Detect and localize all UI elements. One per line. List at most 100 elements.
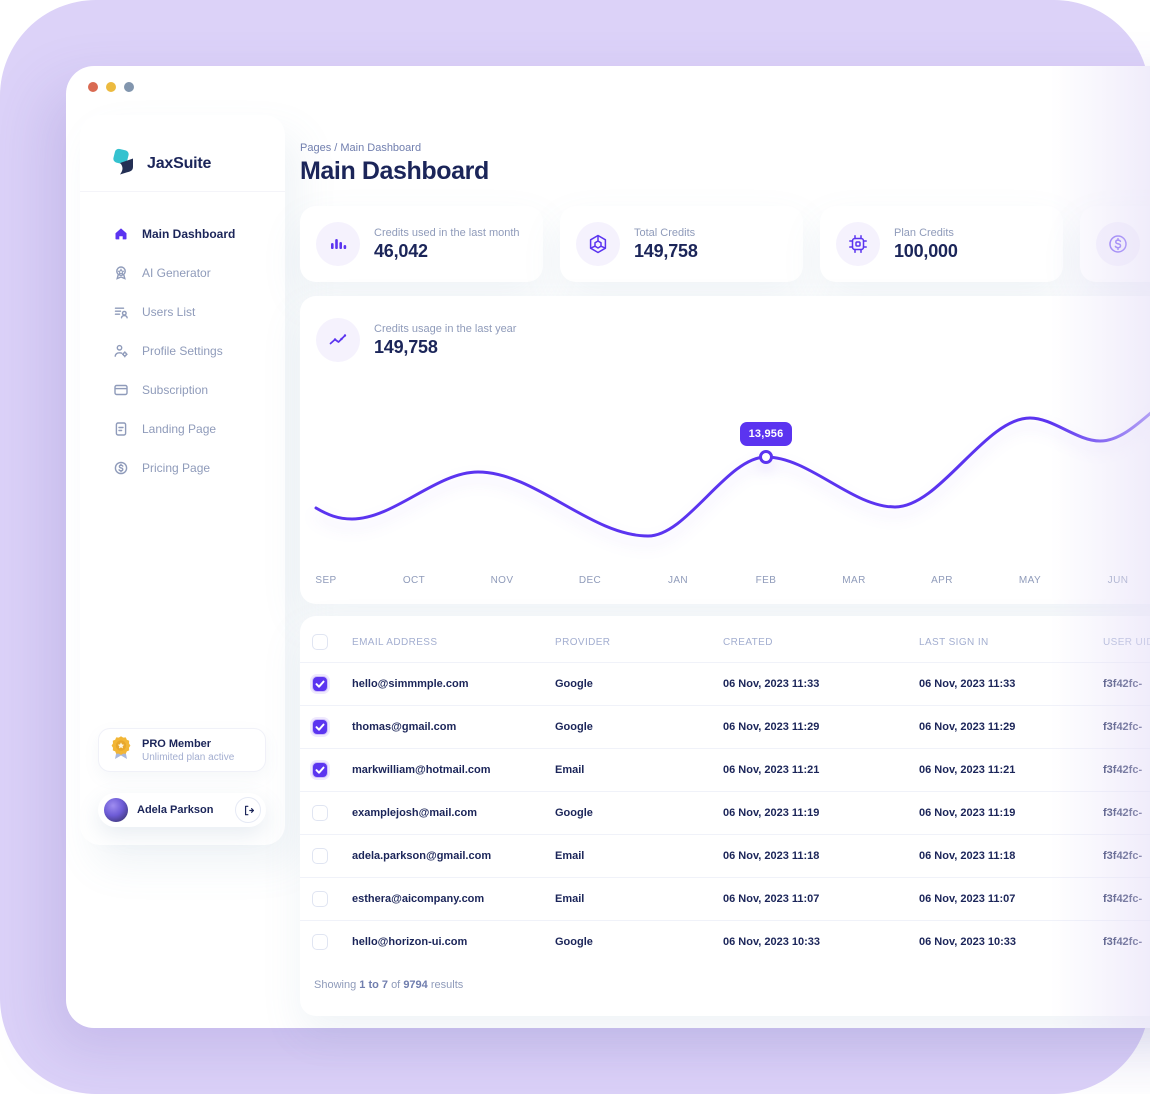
user-profile[interactable]: Adela Parkson: [98, 793, 266, 827]
cell-provider: Email: [555, 764, 585, 776]
sidebar-item-landing-page[interactable]: Landing Page: [80, 409, 285, 448]
bar-chart-icon: [316, 222, 360, 266]
cube-icon: [576, 222, 620, 266]
breadcrumb[interactable]: Pages / Main Dashboard: [300, 142, 422, 154]
chip-icon: [836, 222, 880, 266]
cell-created: 06 Nov, 2023 11:18: [723, 850, 820, 862]
cell-provider: Google: [555, 936, 593, 948]
table-row[interactable]: hello@simmmple.com Google 06 Nov, 2023 1…: [300, 662, 1150, 705]
cell-last-sign-in: 06 Nov, 2023 11:07: [919, 893, 1016, 905]
sidebar-item-label: Main Dashboard: [142, 226, 236, 241]
cell-email: thomas@gmail.com: [352, 721, 457, 733]
chart-value: 149,758: [374, 336, 438, 357]
cell-user-uid: f3f42fc-: [1103, 893, 1143, 905]
stat-card-plan-credits: Plan Credits 100,000: [820, 206, 1063, 282]
summary-text: of: [391, 979, 401, 991]
x-axis-labels: SEP OCT NOV DEC JAN FEB MAR APR MAY JUN: [282, 575, 1150, 586]
maximize-window-icon[interactable]: [124, 82, 134, 92]
user-list-icon: [113, 304, 129, 320]
cell-last-sign-in: 06 Nov, 2023 11:29: [919, 721, 1016, 733]
axis-tick: DEC: [578, 575, 602, 586]
sidebar-item-profile-settings[interactable]: Profile Settings: [80, 331, 285, 370]
logo-text: JaxSuite: [147, 155, 212, 172]
stat-value: 149,758: [634, 240, 698, 261]
sidebar-item-users-list[interactable]: Users List: [80, 292, 285, 331]
medal-icon: [113, 265, 129, 281]
row-checkbox[interactable]: [312, 762, 328, 778]
col-header-user-uid: USER UID: [1103, 636, 1150, 648]
row-checkbox[interactable]: [312, 676, 328, 692]
dollar-circle-icon: [113, 460, 129, 476]
cell-created: 06 Nov, 2023 10:33: [723, 936, 821, 948]
credits-line-series: [314, 411, 1150, 538]
axis-tick: JUN: [1107, 575, 1129, 586]
row-checkbox[interactable]: [312, 934, 328, 950]
sidebar: JaxSuite Main Dashboard AI Generator U: [80, 115, 285, 845]
summary-text: Showing: [314, 979, 357, 991]
sidebar-nav: Main Dashboard AI Generator Users List P…: [80, 192, 285, 487]
row-checkbox[interactable]: [312, 805, 328, 821]
table-header-row: EMAIL ADDRESS PROVIDER CREATED LAST SIGN…: [300, 622, 1150, 662]
axis-tick: APR: [931, 575, 953, 586]
table-row[interactable]: esthera@aicompany.com Email 06 Nov, 2023…: [300, 877, 1150, 920]
table-row[interactable]: adela.parkson@gmail.com Email 06 Nov, 20…: [300, 834, 1150, 877]
table-row[interactable]: thomas@gmail.com Google 06 Nov, 2023 11:…: [300, 705, 1150, 748]
stat-label: Plan Credits: [894, 226, 954, 239]
sidebar-item-main-dashboard[interactable]: Main Dashboard: [80, 214, 285, 253]
axis-tick: FEB: [755, 575, 777, 586]
cell-last-sign-in: 06 Nov, 2023 11:18: [919, 850, 1016, 862]
pro-member-card: PRO Member Unlimited plan active: [98, 728, 266, 772]
axis-tick: SEP: [315, 575, 337, 586]
main-content: Pages / Main Dashboard Main Dashboard Cr…: [300, 142, 1150, 1016]
stat-card-credits-used: Credits used in the last month 46,042: [300, 206, 543, 282]
cell-email: adela.parkson@gmail.com: [352, 850, 492, 862]
row-checkbox[interactable]: [312, 719, 328, 735]
logo: JaxSuite: [80, 115, 285, 187]
cell-last-sign-in: 06 Nov, 2023 11:21: [919, 764, 1016, 776]
cell-created: 06 Nov, 2023 11:21: [723, 764, 820, 776]
sidebar-item-subscription[interactable]: Subscription: [80, 370, 285, 409]
summary-range: 1 to 7: [359, 979, 388, 991]
stat-card-partial: [1080, 206, 1150, 282]
avatar: [104, 798, 128, 822]
table-row[interactable]: hello@horizon-ui.com Google 06 Nov, 2023…: [300, 920, 1150, 963]
select-all-checkbox[interactable]: [312, 634, 328, 650]
table-row[interactable]: markwilliam@hotmail.com Email 06 Nov, 20…: [300, 748, 1150, 791]
jaxsuite-logo-icon: [110, 148, 137, 181]
pro-member-subtitle: Unlimited plan active: [142, 751, 235, 763]
chart-tooltip: 13,956: [740, 422, 792, 446]
cell-user-uid: f3f42fc-: [1103, 936, 1143, 948]
cell-user-uid: f3f42fc-: [1103, 807, 1143, 819]
logout-button[interactable]: [235, 797, 261, 823]
trend-line-icon: [316, 318, 360, 362]
credit-card-icon: [113, 382, 129, 398]
cell-provider: Google: [555, 678, 593, 690]
table-row[interactable]: examplejosh@mail.com Google 06 Nov, 2023…: [300, 791, 1150, 834]
sidebar-item-label: Subscription: [142, 382, 209, 397]
stat-value: 46,042: [374, 240, 428, 261]
row-checkbox[interactable]: [312, 891, 328, 907]
sidebar-item-ai-generator[interactable]: AI Generator: [80, 253, 285, 292]
user-gear-icon: [113, 343, 129, 359]
cell-user-uid: f3f42fc-: [1103, 764, 1143, 776]
pro-member-title: PRO Member: [142, 737, 212, 750]
sidebar-divider: [80, 191, 285, 192]
col-header-provider: PROVIDER: [555, 636, 611, 648]
stat-value: 100,000: [894, 240, 958, 261]
sidebar-item-label: Profile Settings: [142, 343, 223, 358]
row-checkbox[interactable]: [312, 848, 328, 864]
app-window: JaxSuite Main Dashboard AI Generator U: [66, 66, 1150, 1028]
close-window-icon[interactable]: [88, 82, 98, 92]
axis-tick: NOV: [490, 575, 514, 586]
stat-label: Credits used in the last month: [374, 226, 520, 239]
sidebar-item-pricing-page[interactable]: Pricing Page: [80, 448, 285, 487]
cell-provider: Email: [555, 850, 585, 862]
window-controls: [88, 82, 134, 92]
cell-provider: Google: [555, 807, 593, 819]
sidebar-item-label: Landing Page: [142, 421, 217, 436]
sidebar-item-label: AI Generator: [142, 265, 211, 280]
user-name: Adela Parkson: [137, 804, 214, 816]
sidebar-item-label: Pricing Page: [142, 460, 211, 475]
minimize-window-icon[interactable]: [106, 82, 116, 92]
cell-provider: Google: [555, 721, 593, 733]
